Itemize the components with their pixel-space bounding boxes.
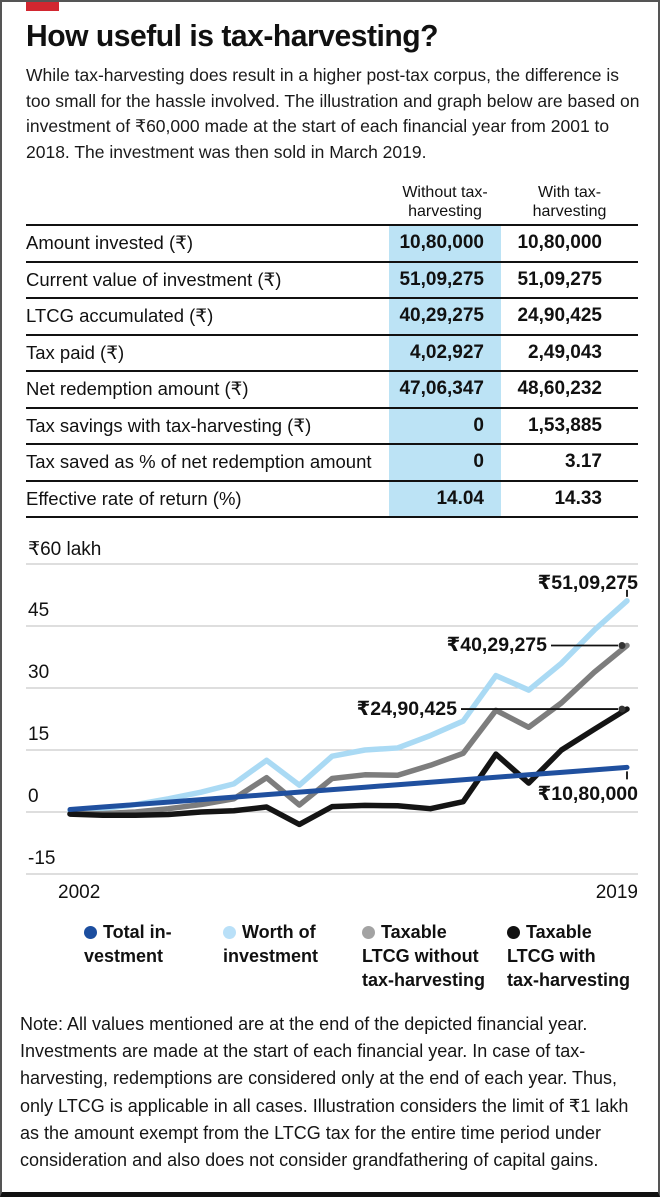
annotation-taxable-ltcg-without-tax-harvesting: ₹40,29,275	[446, 634, 547, 657]
y-tick-label: 0	[28, 786, 39, 807]
comparison-table: Without tax- harvesting With tax- harves…	[26, 182, 638, 518]
row-label: Effective rate of return (%)	[26, 487, 242, 509]
value-with: 51,09,275	[517, 268, 602, 290]
series-line-taxable-ltcg-without-tax-harvesting	[67, 642, 630, 817]
value-without: 4,02,927	[389, 335, 501, 370]
legend-label: Taxable LTCG with tax-harvesting	[507, 922, 631, 990]
y-tick-label: -15	[28, 848, 56, 869]
value-without: 51,09,275	[389, 262, 501, 297]
chart-canvas	[26, 563, 638, 875]
legend-item: Taxable LTCG with tax-harvesting	[507, 920, 630, 992]
table-row: LTCG accumulated (₹) 40,29,275 24,90,425	[26, 299, 638, 336]
row-label: Tax paid (₹)	[26, 341, 125, 363]
table-row: Current value of investment (₹) 51,09,275…	[26, 262, 638, 299]
column-header-without-line1: Without tax-	[402, 184, 488, 201]
value-without: 47,06,347	[389, 372, 501, 407]
legend-dot-icon	[362, 926, 375, 939]
column-header-without: Without tax- harvesting	[389, 183, 501, 221]
row-label: Amount invested (₹)	[26, 232, 194, 254]
legend-dot-icon	[223, 926, 236, 939]
x-tick-label: 2019	[595, 882, 638, 903]
annotation-end-dot	[618, 705, 626, 713]
value-with: 3.17	[565, 451, 602, 473]
column-header-with: With tax- harvesting	[501, 183, 638, 221]
y-tick-label: 15	[28, 724, 50, 745]
series-line-taxable-ltcg-with-tax-harvesting	[67, 706, 630, 828]
table-row: Net redemption amount (₹) 47,06,347 48,60,…	[26, 372, 638, 409]
value-with: 14.33	[554, 487, 602, 509]
value-without: 0	[389, 445, 501, 480]
row-label: Tax saved as % of net redemption amount	[26, 451, 372, 473]
value-without: 10,80,000	[389, 226, 501, 261]
column-header-without-line2: harvesting	[408, 203, 482, 220]
row-label: Tax savings with tax-harvesting (₹)	[26, 414, 312, 436]
table-row: Tax saved as % of net redemption amount 0…	[26, 445, 638, 482]
y-tick-label: 30	[28, 662, 50, 683]
value-without: 14.04	[389, 481, 501, 516]
legend-label: Total in- vestment	[84, 922, 172, 966]
accent-bar	[26, 2, 59, 11]
table-row: Amount invested (₹) 10,80,000 10,80,000	[26, 226, 638, 263]
y-tick-label: 45	[28, 600, 50, 621]
annotation-end-dot	[618, 641, 626, 649]
row-label: Current value of investment (₹)	[26, 268, 282, 290]
row-label: Net redemption amount (₹)	[26, 378, 249, 400]
value-without: 0	[389, 408, 501, 443]
table-row: Effective rate of return (%) 14.04 14.33	[26, 481, 638, 518]
column-header-with-line2: harvesting	[532, 203, 607, 220]
annotation-worth-of-investment: ₹51,09,275	[537, 571, 638, 594]
column-header-with-line1: With tax-	[537, 184, 602, 201]
legend-item: Worth of investment	[223, 920, 318, 968]
legend: Total in- vestment Worth of investment Tax…	[2, 920, 658, 1000]
table-body: Amount invested (₹) 10,80,000 10,80,000 Cur…	[26, 224, 638, 518]
note-text: Note: All values mentioned are at the en…	[20, 1014, 629, 1171]
series-line-total-investment	[67, 764, 630, 813]
page-title: How useful is tax-harvesting?	[26, 18, 439, 53]
table-row: Tax savings with tax-harvesting (₹) 0 1,53…	[26, 408, 638, 445]
legend-label: Taxable LTCG without tax-harvesting	[362, 922, 486, 990]
value-with: 48,60,232	[517, 378, 602, 400]
legend-dot-icon	[507, 926, 520, 939]
table-header-row: Without tax- harvesting With tax- harves…	[26, 182, 638, 224]
legend-item: Total in- vestment	[84, 920, 172, 968]
annotation-taxable-ltcg-with-tax-harvesting: ₹24,90,425	[356, 698, 457, 721]
legend-label: Worth of investment	[223, 922, 319, 966]
annotation-total-investment: ₹10,80,000	[537, 783, 638, 806]
value-without: 40,29,275	[389, 299, 501, 334]
series-line-worth-of-investment	[67, 598, 630, 814]
value-with: 1,53,885	[528, 414, 602, 436]
y-tick-label: ₹60 lakh	[28, 539, 102, 560]
chart: ₹60 lakh 45 30 15 0 -15 2002 2019 ₹51,09,275 ₹40,…	[2, 530, 658, 908]
intro-text: While tax-harvesting does result in a hi…	[26, 65, 640, 162]
value-with: 24,90,425	[517, 305, 602, 327]
legend-dot-icon	[84, 926, 97, 939]
value-with: 2,49,043	[528, 341, 602, 363]
table-row: Tax paid (₹) 4,02,927 2,49,043	[26, 335, 638, 372]
x-tick-label: 2002	[58, 882, 101, 903]
legend-item: Taxable LTCG without tax-harvesting	[362, 920, 485, 992]
value-with: 10,80,000	[517, 232, 602, 254]
row-label: LTCG accumulated (₹)	[26, 305, 214, 327]
